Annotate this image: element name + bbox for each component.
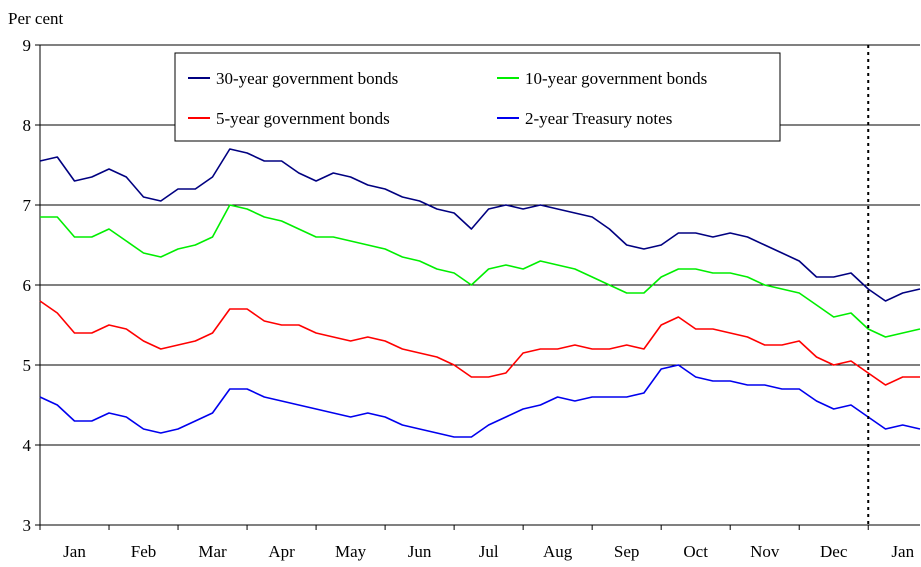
tick-label-y-4: 4 bbox=[23, 436, 32, 455]
tick-label-x-jan-12: Jan bbox=[891, 542, 914, 561]
tick-label-x-dec-11: Dec bbox=[820, 542, 848, 561]
legend-label-0: 30-year government bonds bbox=[216, 69, 398, 88]
tick-label-x-feb-1: Feb bbox=[131, 542, 157, 561]
tick-label-y-8: 8 bbox=[23, 116, 32, 135]
series-line-1 bbox=[40, 205, 920, 337]
legend: 30-year government bonds 10-year governme… bbox=[175, 53, 780, 141]
y-axis-unit-label: Per cent bbox=[8, 9, 64, 28]
tick-label-x-may-4: May bbox=[335, 542, 367, 561]
tick-label-x-jan-0: Jan bbox=[63, 542, 86, 561]
tick-label-x-oct-9: Oct bbox=[683, 542, 708, 561]
tick-label-x-jun-5: Jun bbox=[408, 542, 432, 561]
series-line-2 bbox=[40, 301, 920, 385]
tick-label-x-sep-8: Sep bbox=[614, 542, 640, 561]
tick-label-x-aug-7: Aug bbox=[543, 542, 573, 561]
tick-label-y-7: 7 bbox=[23, 196, 32, 215]
legend-label-1: 10-year government bonds bbox=[525, 69, 707, 88]
tick-label-y-6: 6 bbox=[23, 276, 32, 295]
tick-label-y-5: 5 bbox=[23, 356, 32, 375]
tick-label-x-mar-2: Mar bbox=[198, 542, 227, 561]
tick-label-x-jul-6: Jul bbox=[479, 542, 499, 561]
tick-label-x-nov-10: Nov bbox=[750, 542, 780, 561]
legend-label-2: 5-year government bonds bbox=[216, 109, 390, 128]
legend-label-3: 2-year Treasury notes bbox=[525, 109, 672, 128]
tick-label-x-apr-3: Apr bbox=[268, 542, 295, 561]
series-line-3 bbox=[40, 365, 920, 437]
series-lines bbox=[40, 149, 920, 437]
tick-label-y-9: 9 bbox=[23, 36, 32, 55]
tick-label-y-3: 3 bbox=[23, 516, 32, 535]
series-line-0 bbox=[40, 149, 920, 301]
